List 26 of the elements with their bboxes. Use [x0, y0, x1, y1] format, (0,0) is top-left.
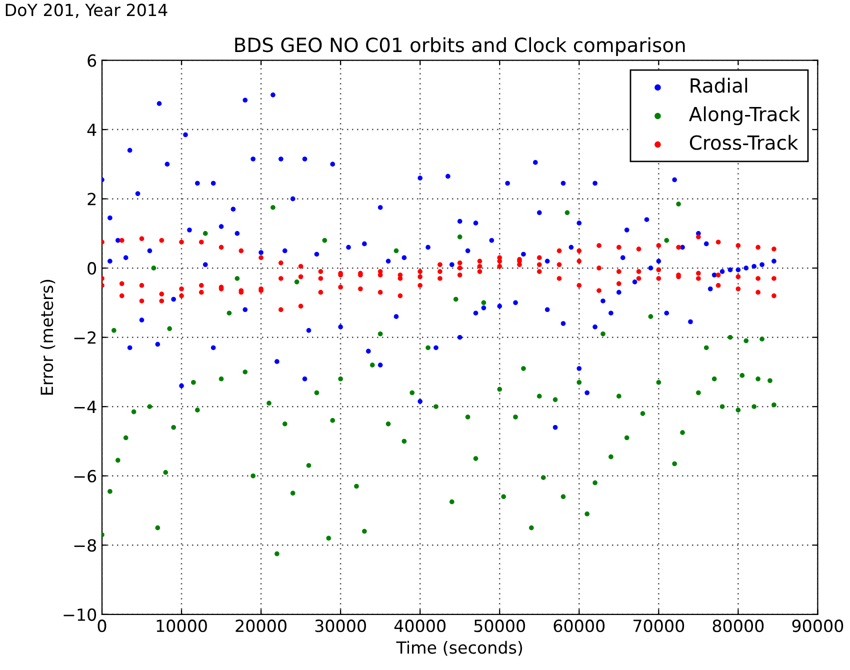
- x-tick-label: 20000: [236, 620, 286, 632]
- y-tick-label: 2: [88, 192, 96, 206]
- x-tick-label: 30000: [315, 620, 366, 632]
- x-tick-label: 50000: [474, 620, 526, 632]
- y-tick-label: −6: [74, 470, 96, 482]
- x-tick-label: 80000: [712, 620, 764, 632]
- x-tick-label: 70000: [634, 620, 684, 632]
- legend-label: Radial: [690, 78, 748, 93]
- legend-label: Along-Track: [688, 106, 800, 126]
- text: DoY 201, Year 2014: [6, 4, 168, 18]
- x-tick-label: 0: [98, 620, 106, 632]
- y-tick-label: −2: [74, 331, 96, 344]
- x-tick-label: 40000: [394, 620, 446, 632]
- x-tick-label: 60000: [554, 620, 605, 632]
- x-tick-label: 10000: [156, 620, 207, 632]
- chart-title: BDS GEO NO C01 orbits and Clock comparison: [235, 37, 685, 56]
- y-axis-title: Error (meters): [40, 280, 56, 395]
- y-tick-label: 6: [88, 54, 96, 67]
- y-tick-label: 0: [88, 262, 96, 275]
- x-axis-title: Time (seconds): [396, 640, 522, 656]
- y-tick-label: −8: [74, 539, 96, 552]
- x-tick-label: 90000: [792, 620, 844, 632]
- legend-label: Cross-Track: [690, 134, 798, 150]
- y-tick-label: −4: [74, 400, 96, 413]
- y-tick-label: −10: [64, 608, 96, 621]
- y-tick-label: 4: [87, 124, 96, 136]
